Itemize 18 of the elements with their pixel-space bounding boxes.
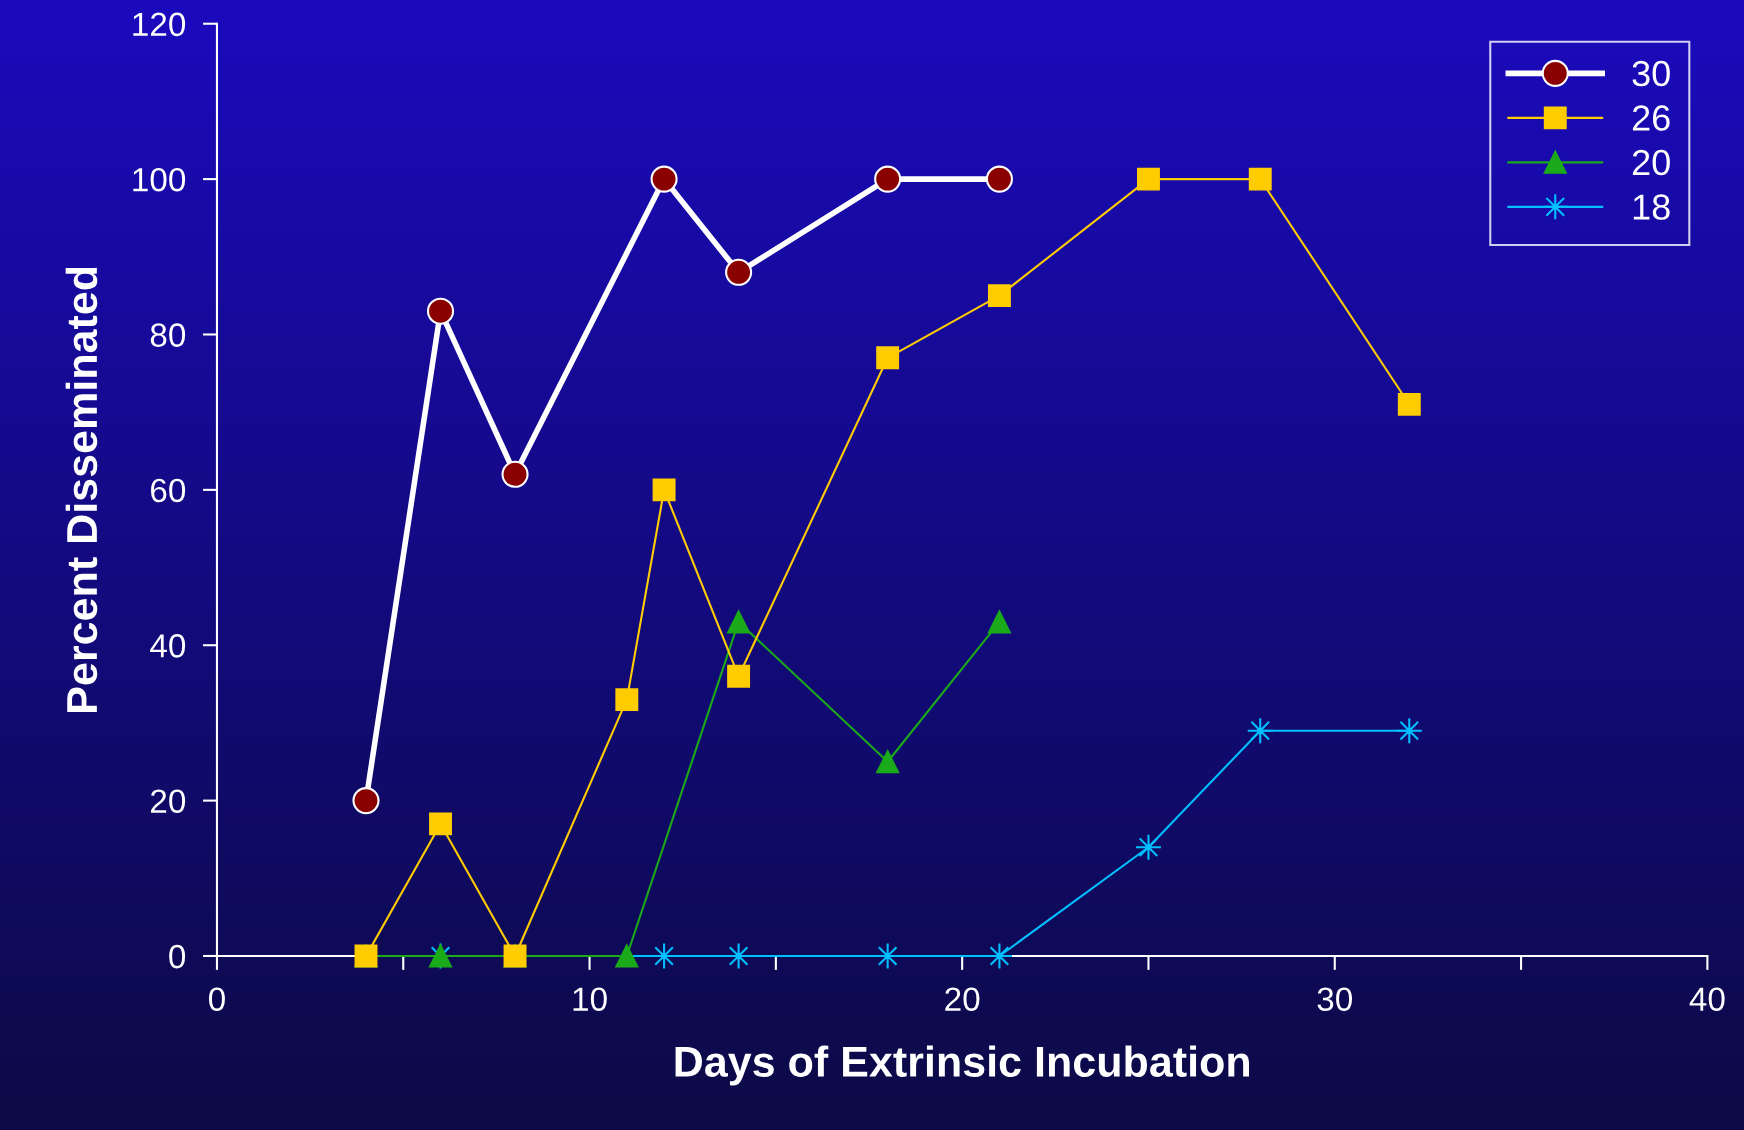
legend-label: 26 <box>1632 105 1670 131</box>
y-tick-label: 40 <box>150 634 186 658</box>
y-tick-label: 80 <box>150 323 186 347</box>
x-tick-label: 40 <box>1689 987 1725 1012</box>
legend-label: 20 <box>1632 149 1670 176</box>
y-tick-label: 60 <box>151 478 186 503</box>
x-axis-title: Days of Extrinsic Incubation <box>675 1045 1250 1086</box>
x-tick-label: 0 <box>208 987 225 1012</box>
legend-label: 18 <box>1633 194 1670 220</box>
y-tick-label: 120 <box>133 12 186 37</box>
x-tick-label: 10 <box>573 987 607 1012</box>
x-tick-label: 30 <box>1317 987 1353 1012</box>
y-tick-label: 20 <box>151 789 186 814</box>
x-tick-label: 20 <box>945 987 980 1012</box>
y-tick-label: 0 <box>169 944 186 969</box>
legend-label: 30 <box>1632 60 1670 87</box>
y-tick-label: 100 <box>133 167 186 192</box>
y-axis-title: Percent Disseminated <box>65 267 98 712</box>
